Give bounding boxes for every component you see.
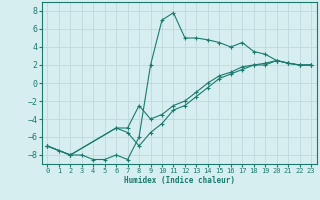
X-axis label: Humidex (Indice chaleur): Humidex (Indice chaleur) — [124, 176, 235, 185]
